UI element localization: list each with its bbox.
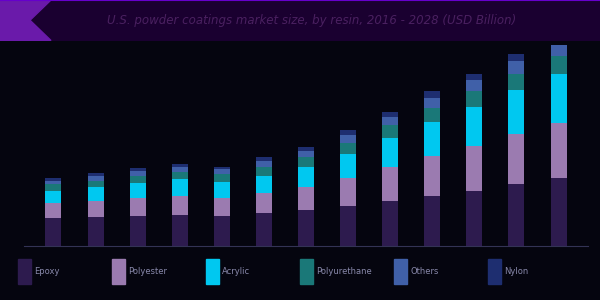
Text: Epoxy: Epoxy (34, 267, 60, 276)
Bar (298, 147, 314, 151)
Bar (340, 136, 356, 143)
Bar (424, 122, 440, 155)
Bar (112, 259, 125, 284)
Bar (340, 154, 356, 178)
Bar (340, 130, 356, 135)
Bar (382, 117, 398, 125)
Bar (551, 56, 566, 74)
Text: Polyester: Polyester (128, 267, 167, 276)
Bar (424, 98, 440, 108)
Bar (298, 151, 314, 157)
Bar (46, 178, 61, 181)
Bar (382, 112, 398, 117)
Text: Polyurethane: Polyurethane (316, 267, 372, 276)
Bar (172, 164, 188, 167)
Bar (214, 167, 230, 169)
Bar (88, 173, 104, 176)
Bar (508, 90, 524, 134)
Bar (508, 134, 524, 184)
Bar (256, 157, 272, 160)
Bar (46, 181, 61, 184)
Bar (172, 172, 188, 179)
Bar (424, 92, 440, 98)
Bar (466, 106, 482, 146)
Bar (551, 178, 566, 246)
Bar (508, 61, 524, 74)
Bar (298, 167, 314, 187)
Bar (172, 179, 188, 196)
Bar (551, 123, 566, 178)
Bar (214, 216, 230, 246)
Bar (46, 218, 61, 246)
Bar (88, 181, 104, 187)
Bar (551, 35, 566, 43)
Text: Others: Others (410, 267, 439, 276)
Bar (130, 168, 146, 171)
Bar (130, 171, 146, 176)
Bar (172, 167, 188, 172)
Bar (130, 198, 146, 216)
Bar (214, 169, 230, 174)
Bar (508, 54, 524, 61)
Bar (298, 157, 314, 167)
Bar (551, 43, 566, 56)
Bar (340, 178, 356, 206)
Bar (466, 92, 482, 106)
Bar (18, 259, 31, 284)
Bar (300, 259, 313, 284)
Bar (88, 187, 104, 201)
Polygon shape (0, 0, 51, 40)
Bar (88, 217, 104, 246)
Bar (508, 74, 524, 90)
Text: U.S. powder coatings market size, by resin, 2016 - 2028 (USD Billion): U.S. powder coatings market size, by res… (107, 14, 517, 27)
Bar (130, 183, 146, 198)
Bar (340, 206, 356, 246)
Bar (382, 201, 398, 246)
Bar (466, 191, 482, 246)
Bar (256, 176, 272, 193)
Bar (256, 167, 272, 176)
Bar (382, 167, 398, 201)
Bar (206, 259, 219, 284)
Bar (172, 196, 188, 214)
Bar (214, 182, 230, 198)
Bar (46, 191, 61, 203)
Bar (466, 74, 482, 80)
Bar (382, 125, 398, 138)
Bar (394, 259, 407, 284)
Bar (488, 259, 501, 284)
Bar (88, 176, 104, 181)
Bar (46, 203, 61, 218)
Bar (172, 214, 188, 246)
Bar (298, 187, 314, 210)
Bar (466, 146, 482, 191)
Bar (424, 155, 440, 196)
Text: Nylon: Nylon (505, 267, 529, 276)
Bar (551, 74, 566, 123)
Bar (256, 160, 272, 167)
Bar (256, 213, 272, 246)
Bar (298, 210, 314, 246)
Bar (424, 196, 440, 246)
Bar (130, 216, 146, 246)
Bar (340, 143, 356, 154)
Bar (508, 184, 524, 246)
Bar (424, 108, 440, 122)
Bar (88, 201, 104, 217)
Bar (46, 184, 61, 191)
Bar (214, 174, 230, 182)
Bar (130, 176, 146, 183)
Bar (256, 193, 272, 213)
Bar (382, 138, 398, 167)
Text: Acrylic: Acrylic (223, 267, 251, 276)
Bar (466, 80, 482, 92)
Bar (214, 198, 230, 216)
